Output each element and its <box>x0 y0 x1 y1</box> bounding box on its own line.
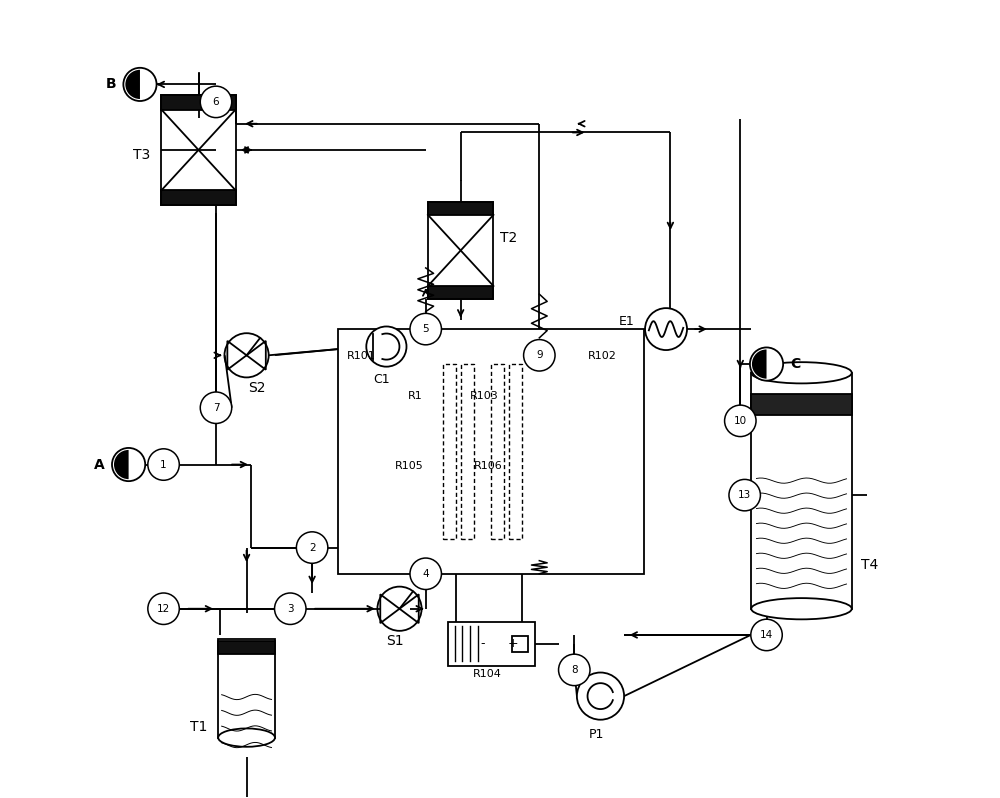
Text: 14: 14 <box>760 630 773 640</box>
Bar <box>218 641 275 654</box>
Bar <box>161 95 236 109</box>
Text: C: C <box>790 357 800 371</box>
Text: 5: 5 <box>422 324 429 334</box>
Text: 7: 7 <box>213 403 219 413</box>
Circle shape <box>296 531 328 563</box>
Text: S2: S2 <box>248 381 266 395</box>
Text: S1: S1 <box>386 634 404 649</box>
Circle shape <box>200 392 232 424</box>
Bar <box>428 286 493 298</box>
Text: R103: R103 <box>469 391 498 401</box>
Text: 13: 13 <box>738 490 751 500</box>
Bar <box>428 203 493 215</box>
Bar <box>221 697 272 737</box>
Ellipse shape <box>218 729 275 747</box>
Circle shape <box>524 340 555 371</box>
Circle shape <box>645 308 687 350</box>
Text: T3: T3 <box>133 148 150 162</box>
Wedge shape <box>114 450 129 479</box>
Text: -: - <box>480 637 485 650</box>
Bar <box>509 364 522 539</box>
Text: 2: 2 <box>309 543 315 552</box>
Circle shape <box>559 654 590 685</box>
Circle shape <box>751 619 782 650</box>
Text: P1: P1 <box>588 728 604 741</box>
Bar <box>338 329 644 574</box>
Text: R104: R104 <box>472 669 501 679</box>
Text: A: A <box>94 457 105 472</box>
Wedge shape <box>752 350 767 379</box>
Text: +: + <box>508 637 518 650</box>
Circle shape <box>148 593 179 625</box>
Text: T4: T4 <box>861 559 878 572</box>
Bar <box>751 394 852 415</box>
Circle shape <box>366 326 406 366</box>
Text: 12: 12 <box>157 604 170 614</box>
Bar <box>161 191 236 204</box>
Text: 9: 9 <box>536 350 543 361</box>
Circle shape <box>725 405 756 437</box>
Text: T1: T1 <box>190 720 207 734</box>
Text: R102: R102 <box>587 351 616 361</box>
Text: 4: 4 <box>422 569 429 579</box>
Text: R106: R106 <box>474 461 503 471</box>
Circle shape <box>275 593 306 625</box>
Circle shape <box>410 558 441 590</box>
Text: E1: E1 <box>619 314 635 328</box>
Bar <box>161 95 236 204</box>
Text: B: B <box>106 77 116 92</box>
Bar <box>512 636 528 651</box>
Text: 8: 8 <box>571 665 578 675</box>
Bar <box>443 364 456 539</box>
Bar <box>751 373 852 609</box>
Bar <box>218 639 275 737</box>
Text: R105: R105 <box>395 461 424 471</box>
Circle shape <box>148 448 179 480</box>
Wedge shape <box>125 69 140 99</box>
Circle shape <box>112 448 145 481</box>
Text: 1: 1 <box>160 460 167 469</box>
Bar <box>754 472 849 595</box>
Circle shape <box>123 68 157 101</box>
Text: R101: R101 <box>347 351 376 361</box>
Bar <box>461 364 474 539</box>
Ellipse shape <box>751 362 852 383</box>
Text: 3: 3 <box>287 604 294 614</box>
Circle shape <box>729 480 760 511</box>
Bar <box>448 622 535 666</box>
Text: 10: 10 <box>734 416 747 426</box>
Circle shape <box>410 314 441 345</box>
Text: C1: C1 <box>374 373 390 386</box>
Bar <box>491 364 504 539</box>
Ellipse shape <box>751 598 852 619</box>
Text: R1: R1 <box>408 391 423 401</box>
Circle shape <box>577 673 624 720</box>
Bar <box>428 203 493 298</box>
Circle shape <box>200 86 232 117</box>
Text: T2: T2 <box>500 231 517 245</box>
Text: 6: 6 <box>213 97 219 107</box>
Circle shape <box>750 347 783 381</box>
